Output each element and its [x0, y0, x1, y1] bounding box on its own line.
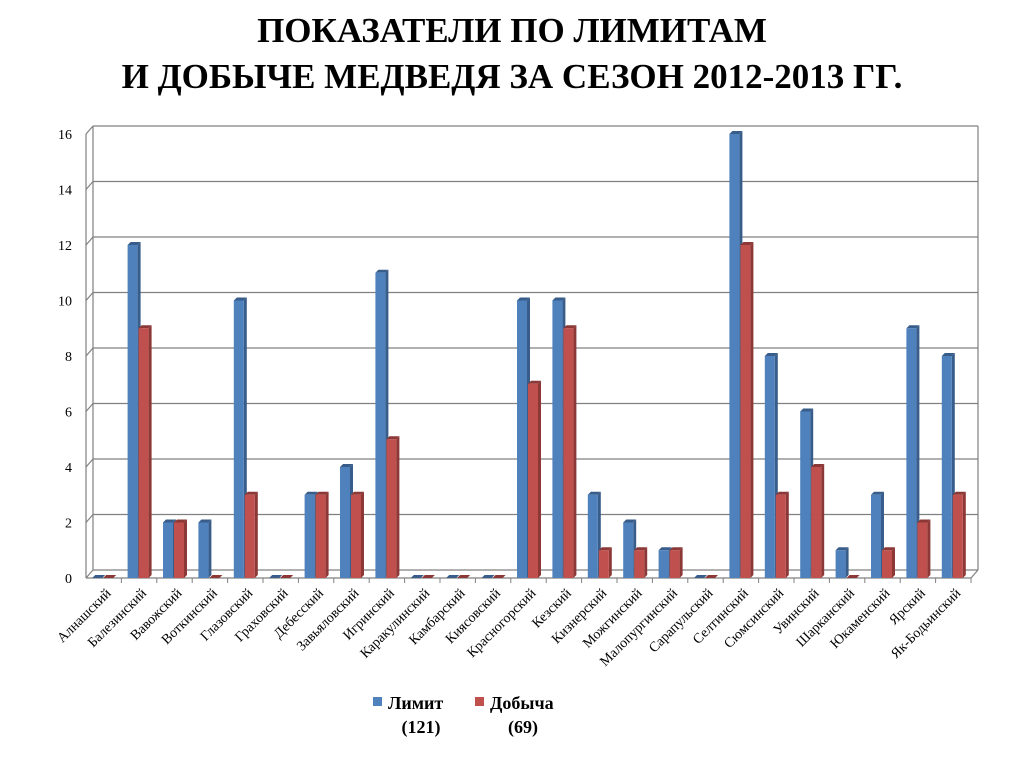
y-tick-label: 10	[58, 295, 72, 310]
bar-limit	[906, 325, 920, 578]
category-labels: АлнашскийБалезинскийВавожскийВоткинскийГ…	[55, 586, 965, 670]
bar-catch	[952, 491, 966, 578]
bar-catch	[811, 464, 825, 578]
bar-limit	[92, 575, 106, 578]
bar-catch	[209, 575, 223, 578]
gridline-depth	[85, 125, 94, 135]
y-tick-label: 12	[58, 239, 72, 254]
gridline-depth	[85, 458, 94, 468]
floor-edge	[970, 569, 979, 579]
legend-swatch	[373, 697, 382, 706]
bar-catch	[598, 547, 612, 578]
y-tick-label: 8	[65, 350, 72, 365]
bar-catch	[917, 519, 931, 578]
chart-title-line2: И ДОБЫЧЕ МЕДВЕДЯ ЗА СЕЗОН 2012-2013 ГГ.	[121, 57, 903, 96]
bar-catch	[634, 547, 648, 578]
bar-limit	[835, 547, 849, 578]
gridline-depth	[85, 514, 94, 523]
bar-catch	[280, 575, 294, 578]
gridline-depth	[85, 569, 94, 579]
bar-limit	[410, 575, 424, 578]
y-tick-label: 6	[65, 406, 72, 421]
legend-series-total: (69)	[508, 717, 538, 738]
bar-catch	[705, 575, 718, 578]
bar-catch	[174, 519, 187, 578]
y-tick-label: 2	[65, 517, 72, 532]
bar-catch	[740, 242, 754, 578]
y-tick-label: 0	[65, 572, 72, 587]
bar-catch	[669, 547, 683, 578]
gridline-depth	[85, 347, 94, 357]
gridline-depth	[85, 403, 94, 412]
bar-catch	[103, 575, 117, 578]
bar-limit	[269, 575, 283, 578]
bar-limit	[198, 519, 212, 578]
bar-catch	[882, 547, 895, 578]
bars	[92, 131, 966, 578]
legend-item-catch: Добыча (69)	[475, 693, 554, 738]
legend-series-total: (121)	[402, 717, 441, 738]
y-tick-label: 14	[58, 184, 72, 199]
bar-catch	[775, 491, 789, 578]
bar-limit	[694, 575, 707, 578]
bar-catch	[846, 575, 860, 578]
bar-catch	[244, 491, 258, 578]
legend-series-name: Добыча	[490, 693, 554, 713]
chart-title: ПОКАЗАТЕЛИ ПО ЛИМИТАМ И ДОБЫЧЕ МЕДВЕДЯ З…	[0, 8, 1024, 100]
y-tick-label: 16	[58, 128, 72, 143]
gridline-depth	[85, 236, 94, 246]
bar-catch	[528, 380, 541, 578]
y-tick-label: 4	[65, 461, 72, 476]
legend-series-name: Лимит	[388, 693, 443, 713]
bar-catch	[421, 575, 435, 578]
chart-title-line1: ПОКАЗАТЕЛИ ПО ЛИМИТАМ	[257, 11, 767, 50]
bar-catch	[492, 575, 506, 578]
bar-catch	[351, 491, 364, 578]
bar-limit	[481, 575, 495, 578]
gridline-depth	[85, 292, 94, 301]
legend-swatch	[475, 697, 484, 706]
bar-limit	[446, 575, 460, 578]
legend-item-limit: Лимит (121)	[373, 693, 443, 738]
bar-catch	[386, 436, 400, 578]
bar-catch	[315, 491, 329, 578]
bar-catch	[457, 575, 471, 578]
gridline-depth	[85, 181, 94, 190]
bar-catch	[563, 325, 577, 578]
bar-catch	[138, 325, 152, 578]
legend: Лимит (121) Добыча (69)	[373, 693, 554, 738]
